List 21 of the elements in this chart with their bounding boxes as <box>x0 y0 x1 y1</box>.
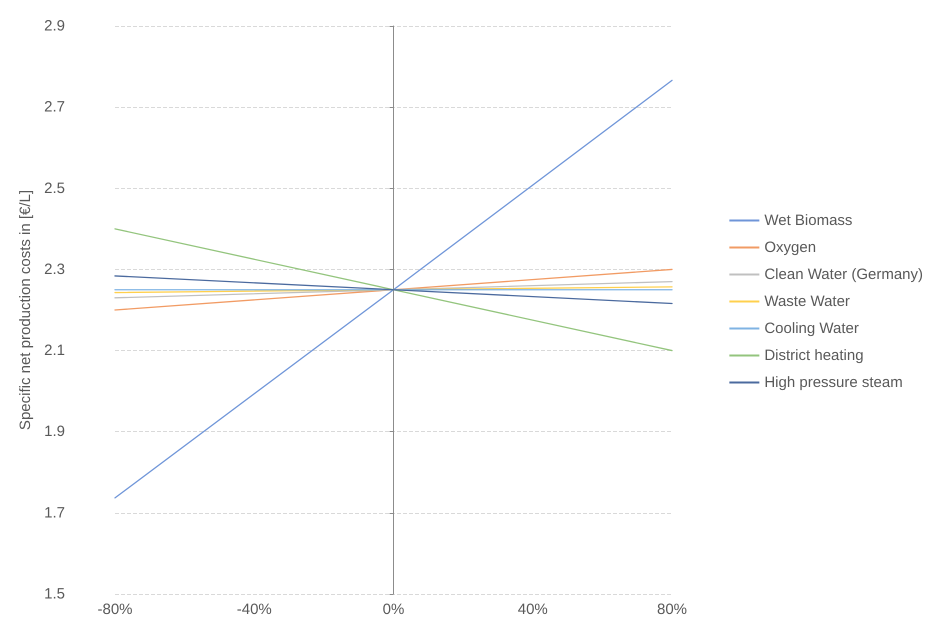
x-tick-label: -40% <box>236 601 272 618</box>
y-tick-label: 1.7 <box>44 504 65 522</box>
y-tick-label: 1.5 <box>44 586 65 602</box>
x-tick-label: -80% <box>97 601 133 618</box>
legend-label: Clean Water (Germany) <box>764 266 924 283</box>
legend-label: High pressure steam <box>764 374 903 391</box>
legend-label: Oxygen <box>764 239 816 256</box>
y-tick-label: 1.9 <box>44 423 65 440</box>
legend-label: Waste Water <box>764 293 850 310</box>
y-tick-label: 2.3 <box>44 260 65 278</box>
legend-label: Cooling Water <box>764 320 859 337</box>
legend-label: Wet Biomass <box>764 212 852 229</box>
x-tick-label: 0% <box>382 601 404 618</box>
y-axis-title: Specific net production costs in [€/L] <box>17 190 34 430</box>
y-tick-label: 2.1 <box>44 342 65 360</box>
y-tick-label: 2.9 <box>44 18 65 34</box>
y-tick-label: 2.5 <box>44 180 65 197</box>
x-tick-label: 40% <box>518 601 548 618</box>
y-tick-label: 2.7 <box>44 98 65 116</box>
legend-label: District heating <box>764 347 864 364</box>
x-tick-label: 80% <box>656 601 688 618</box>
